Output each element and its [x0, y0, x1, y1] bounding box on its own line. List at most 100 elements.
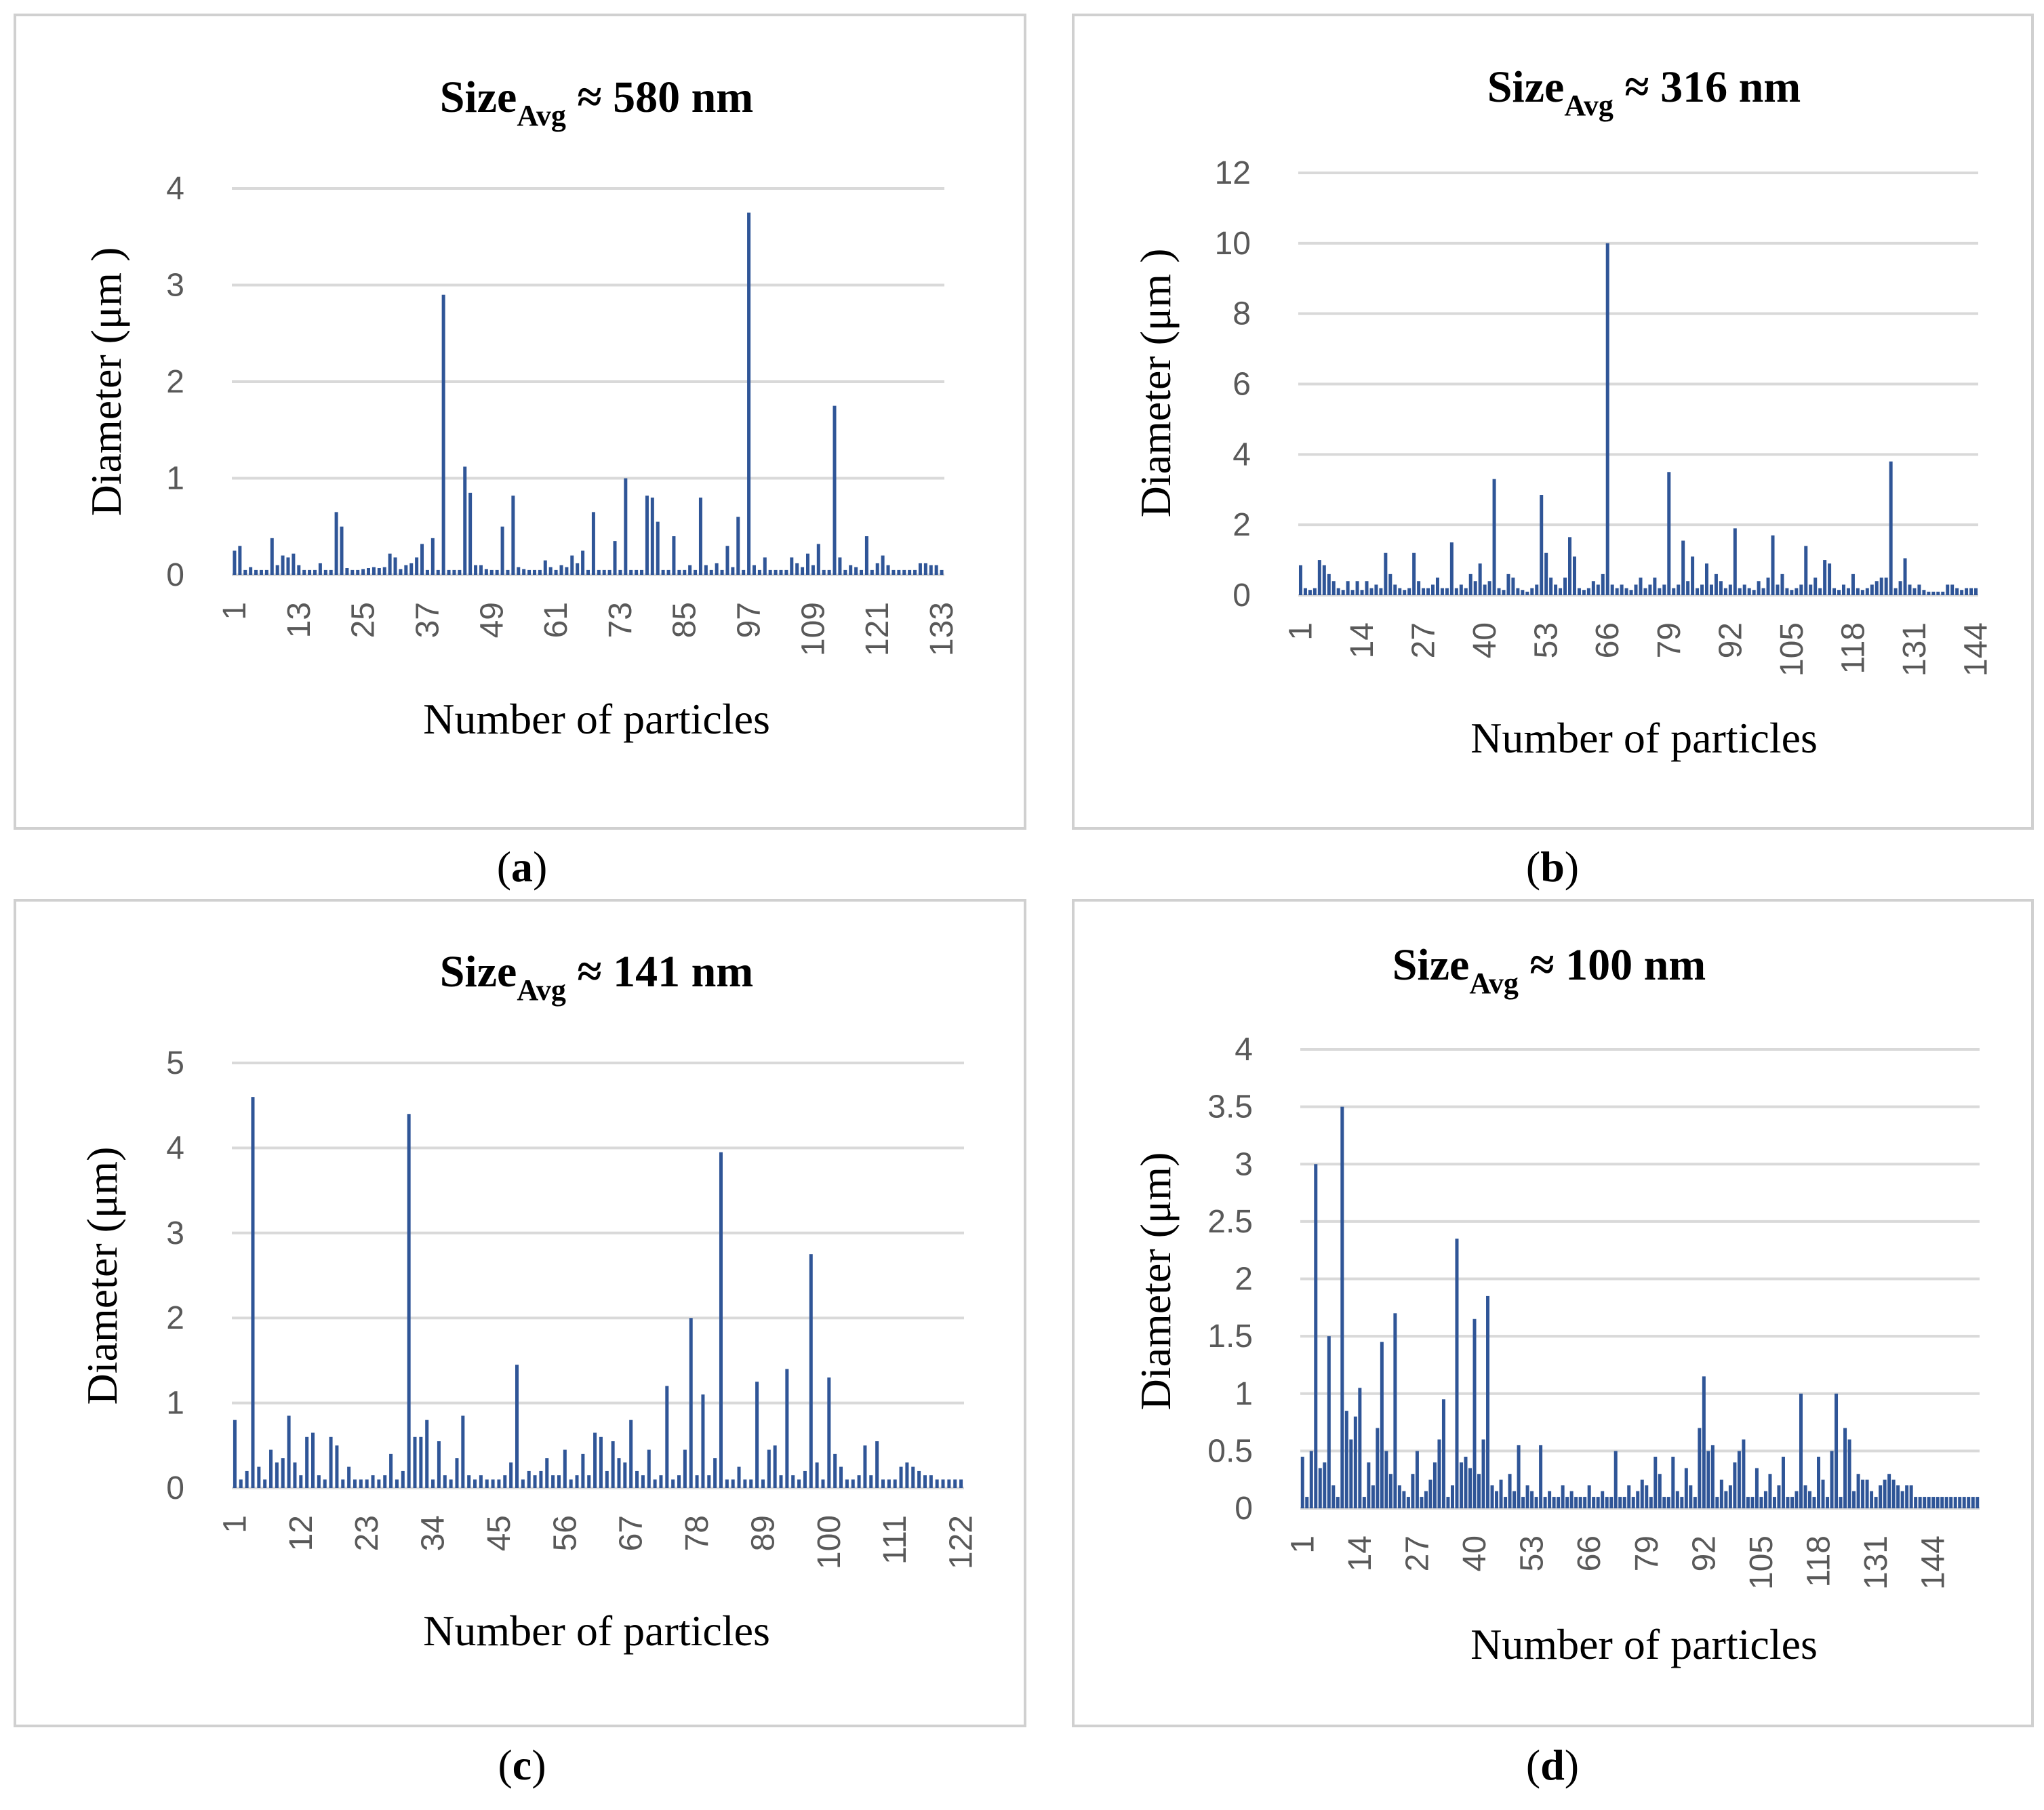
bar [1761, 588, 1765, 595]
bar [1437, 1439, 1441, 1508]
bar [1609, 1497, 1614, 1508]
bar [1860, 590, 1864, 595]
bar [1398, 588, 1402, 595]
bar [881, 555, 885, 575]
bar [1786, 1497, 1790, 1508]
bar [1525, 1485, 1529, 1508]
bar [774, 569, 778, 575]
bar [1455, 1239, 1459, 1508]
bar [923, 563, 927, 575]
bar [413, 1436, 417, 1488]
bar [891, 569, 896, 575]
bar [532, 569, 536, 575]
bar [1738, 588, 1742, 595]
y-tick-label: 4 [166, 171, 184, 207]
bar [1772, 1497, 1776, 1508]
bar [656, 521, 660, 575]
bar [1922, 590, 1926, 595]
bar [1614, 1451, 1618, 1508]
x-tick-label: 14 [1342, 1535, 1378, 1571]
bar [845, 1479, 849, 1488]
bar [1543, 1497, 1547, 1508]
chart-panel-b: 0 2 4 6 8 10 12 1 14 27 40 53 66 79 92 105 118 131 144 Size… [1072, 14, 2034, 830]
bar [815, 1462, 819, 1488]
bar [393, 557, 397, 575]
x-tick-label: 23 [349, 1515, 385, 1551]
bar [635, 1470, 639, 1488]
bar [747, 212, 751, 575]
bar [694, 569, 698, 575]
bar [395, 1479, 399, 1488]
bar [308, 569, 312, 575]
bar [1605, 243, 1609, 595]
bar [1781, 1456, 1785, 1508]
bar [597, 569, 601, 575]
bar [1483, 584, 1487, 595]
bar [881, 1479, 885, 1488]
bar [323, 569, 327, 575]
y-tick-label: 10 [1215, 226, 1251, 262]
bar [383, 1475, 387, 1488]
x-tick-label: 97 [732, 602, 767, 638]
x-tick-label: 1 [1285, 1535, 1321, 1554]
bar [1677, 584, 1681, 595]
bar [1622, 1497, 1626, 1508]
bar [1450, 1485, 1454, 1508]
bar [489, 569, 494, 575]
bar [1837, 590, 1841, 595]
bar [1305, 1497, 1309, 1508]
bar [1353, 1416, 1357, 1508]
bar [1709, 584, 1713, 595]
title-main: Size [1487, 62, 1565, 112]
bar [1931, 591, 1936, 595]
bar [1561, 1485, 1565, 1508]
bar [1809, 584, 1813, 595]
title-subscript: Avg [517, 973, 566, 1007]
bar [1530, 1491, 1534, 1508]
x-tick-label: 14 [1344, 622, 1380, 658]
bar [233, 550, 237, 575]
bar [1360, 590, 1364, 595]
bar [1402, 1491, 1406, 1508]
bar [1847, 1439, 1851, 1508]
bar [1640, 1479, 1644, 1508]
title-main: Size [440, 73, 517, 122]
bar [1435, 578, 1439, 595]
bar [1446, 1497, 1450, 1508]
x-tick-label: 40 [1467, 622, 1503, 658]
bar [1846, 588, 1850, 595]
bar [672, 536, 676, 575]
bar [629, 1420, 633, 1488]
bar [897, 569, 901, 575]
x-tick-label: 78 [679, 1515, 715, 1551]
bar [923, 1475, 927, 1488]
bar [1393, 1313, 1397, 1508]
bar [1671, 1456, 1675, 1508]
bar [1715, 1497, 1719, 1508]
bar [1350, 590, 1355, 595]
bar [463, 466, 467, 575]
bar [607, 569, 612, 575]
bar [1790, 590, 1794, 595]
bar [839, 1466, 843, 1488]
x-tick-label: 105 [1774, 622, 1810, 677]
y-tick-label: 3 [1235, 1146, 1253, 1182]
bar [367, 568, 371, 575]
bar [805, 553, 809, 575]
bar [1478, 563, 1482, 595]
bar [707, 1475, 711, 1488]
bar [713, 1458, 717, 1488]
bar [1506, 574, 1510, 595]
x-tick-label: 109 [795, 602, 831, 656]
bar [1486, 1295, 1490, 1508]
bar [1631, 1497, 1635, 1508]
bar [1812, 1497, 1816, 1508]
bar [1540, 495, 1544, 595]
bar [1346, 581, 1350, 595]
bar [1365, 581, 1369, 595]
bar [521, 1479, 525, 1488]
x-tick-label: 79 [1629, 1535, 1665, 1571]
bar [1629, 590, 1633, 595]
x-tick-label: 67 [614, 1515, 649, 1551]
bar [1879, 1485, 1883, 1508]
